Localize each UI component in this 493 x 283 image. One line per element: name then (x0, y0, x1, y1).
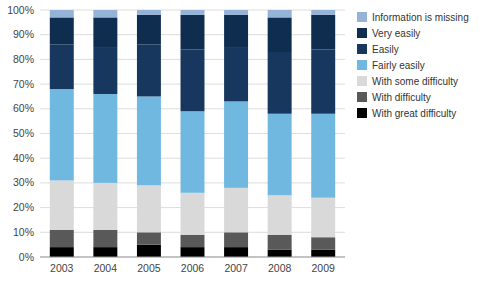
legend-label: Easily (372, 44, 399, 55)
y-tick-label: 30% (13, 176, 34, 188)
bar-segment (181, 193, 205, 235)
bar-segment (268, 17, 292, 52)
x-axis-line (40, 257, 345, 258)
bar-segment (50, 17, 74, 44)
bar-segment (268, 52, 292, 114)
x-tick-label: 2009 (312, 262, 336, 274)
x-tick-label: 2006 (181, 262, 205, 274)
bar-segment (137, 15, 161, 45)
legend-label: With difficulty (372, 92, 431, 103)
grid-line (40, 257, 345, 258)
bar-segment (93, 10, 117, 17)
bar-segment (311, 50, 335, 114)
bar-segment (224, 10, 248, 15)
legend-label: With some difficulty (372, 76, 458, 87)
bar-segment (311, 10, 335, 15)
legend-label: Very easily (372, 28, 420, 39)
bar-segment (181, 10, 205, 15)
y-tick-label: 80% (13, 53, 34, 65)
y-tick-label: 90% (13, 28, 34, 40)
legend-swatch (357, 76, 367, 86)
x-tick-label: 2003 (50, 262, 74, 274)
bar-segment (93, 247, 117, 257)
bar-segment (93, 230, 117, 247)
legend: Information is missing Very easily Easily F… (357, 12, 469, 119)
y-tick-label: 0% (19, 251, 34, 263)
bar-segment (50, 230, 74, 247)
y-tick-label: 10% (13, 226, 34, 238)
bar-segment (224, 247, 248, 257)
x-tick-label: 2004 (94, 262, 118, 274)
series (50, 15, 335, 52)
bar-segment (224, 232, 248, 247)
bar-segment (311, 198, 335, 238)
bar-segment (224, 101, 248, 187)
legend-swatch (357, 60, 367, 70)
bar-segment (93, 183, 117, 230)
bar-segment (137, 10, 161, 15)
bars (50, 10, 335, 257)
y-tick-label: 20% (13, 201, 34, 213)
legend-label: With great difficulty (372, 108, 456, 119)
bar-segment (181, 247, 205, 257)
bar-segment (93, 94, 117, 183)
bar-segment (93, 17, 117, 47)
bar-segment (224, 188, 248, 232)
bar-segment (268, 10, 292, 17)
bar-segment (311, 15, 335, 50)
legend-swatch (357, 28, 367, 38)
bar-segment (181, 15, 205, 50)
legend-label: Fairly easily (372, 60, 425, 71)
y-tick-label: 70% (13, 78, 34, 90)
x-tick-label: 2007 (224, 262, 248, 274)
bar-segment (224, 47, 248, 101)
x-tick-label: 2008 (268, 262, 292, 274)
legend-swatch (357, 108, 367, 118)
y-tick-label: 40% (13, 152, 34, 164)
bar-segment (137, 185, 161, 232)
legend-swatch (357, 12, 367, 22)
legend-label: Information is missing (372, 12, 469, 23)
bar-segment (311, 250, 335, 257)
bar-segment (137, 245, 161, 257)
bar-segment (50, 247, 74, 257)
bar-segment (311, 237, 335, 249)
series (50, 45, 335, 114)
bar-segment (268, 195, 292, 235)
bar-segment (50, 89, 74, 180)
bar-segment (181, 50, 205, 112)
bar-segment (137, 232, 161, 244)
bar-segment (50, 180, 74, 229)
bar-segment (50, 45, 74, 89)
legend-swatch (357, 92, 367, 102)
x-axis: 2003 2004 2005 2006 2007 2008 2009 (40, 257, 345, 274)
y-axis: 0% 10% 20% 30% 40% 50% 60% 70% 80% 90% 100% (7, 4, 34, 263)
bar-segment (181, 235, 205, 247)
bar-segment (311, 114, 335, 198)
bar-segment (93, 47, 117, 94)
bar-segment (181, 111, 205, 193)
legend-swatch (357, 44, 367, 54)
bar-segment (50, 10, 74, 17)
bar-segment (224, 15, 248, 47)
bar-segment (268, 235, 292, 250)
chart: 0%10%20%30%40%50%60%70%80%90%100%2003200… (0, 0, 493, 283)
x-tick-label: 2005 (137, 262, 161, 274)
bar-segment (137, 96, 161, 185)
y-tick-label: 100% (7, 4, 34, 16)
bar-segment (268, 250, 292, 257)
y-tick-label: 50% (13, 127, 34, 139)
grid (40, 10, 345, 257)
y-tick-label: 60% (13, 102, 34, 114)
series (50, 10, 335, 17)
bar-segment (137, 45, 161, 97)
bar-segment (268, 114, 292, 196)
